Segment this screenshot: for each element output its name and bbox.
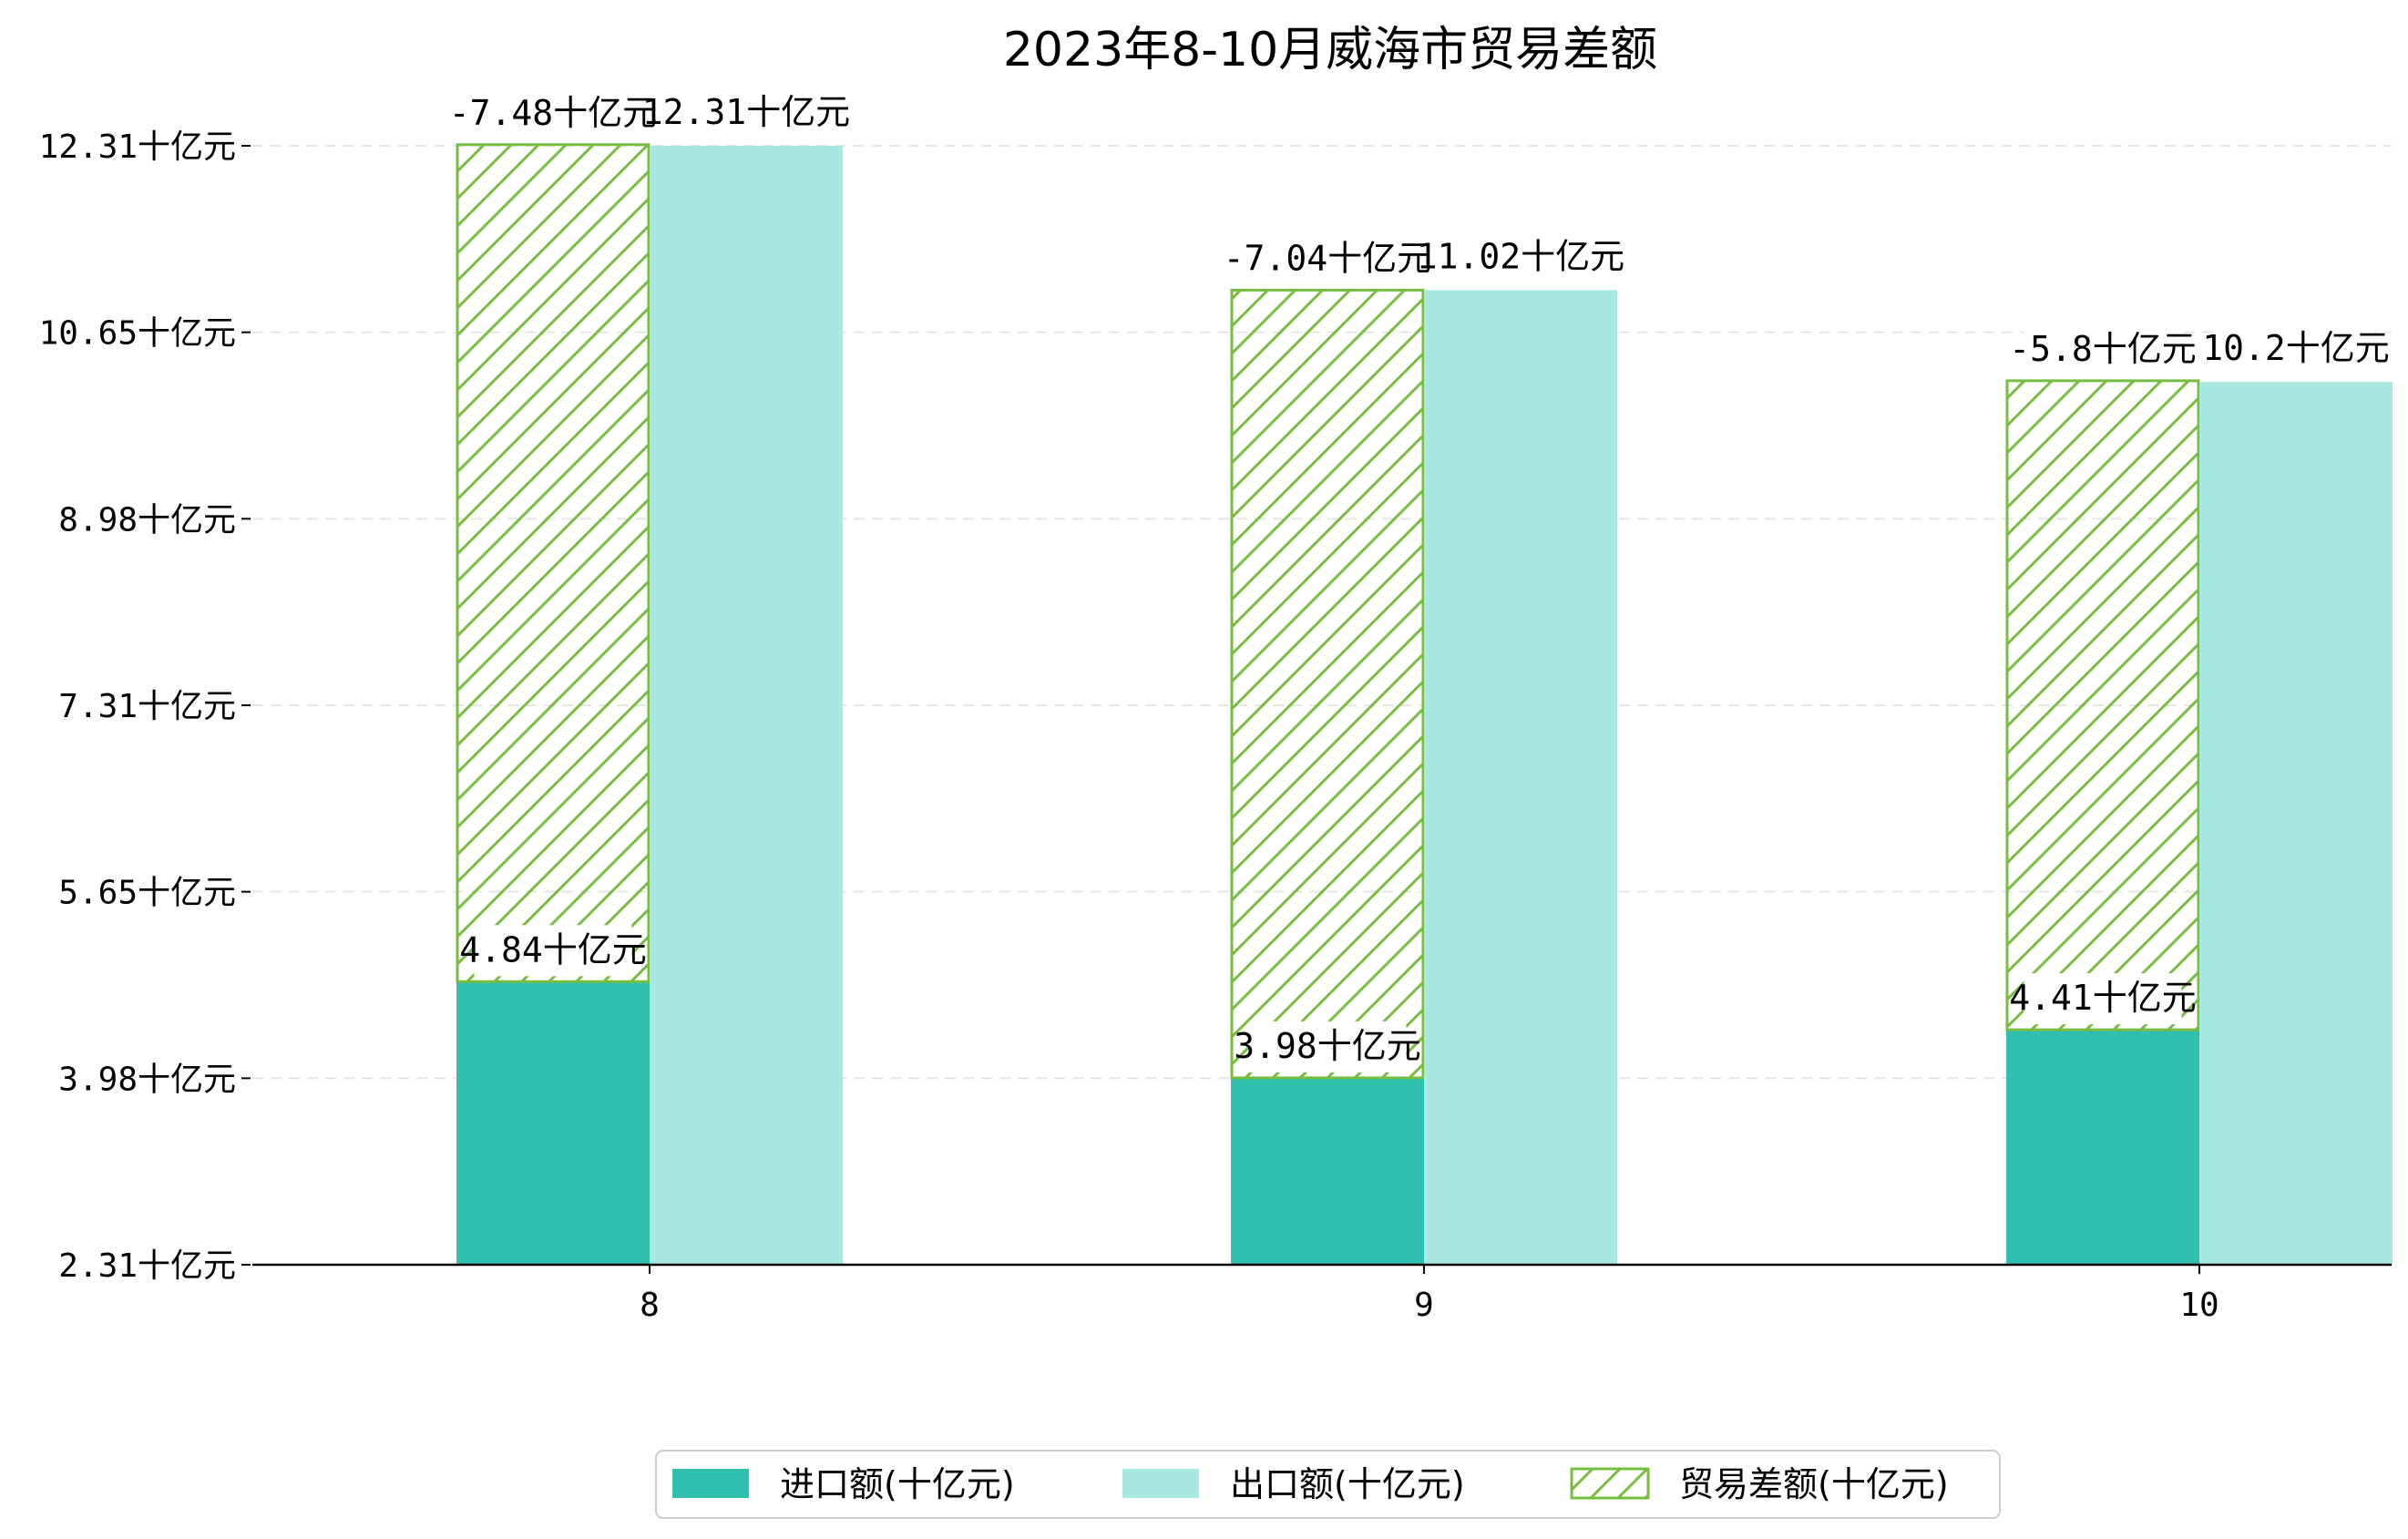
y-tick-label: 2.31十亿元 bbox=[58, 1247, 236, 1285]
y-tick-label: 3.98十亿元 bbox=[58, 1061, 236, 1098]
data-label-trade-balance-bg bbox=[1239, 233, 1416, 285]
y-tick-label: 8.98十亿元 bbox=[58, 501, 236, 539]
y-tick-label: 10.65十亿元 bbox=[39, 315, 236, 353]
data-label-import-bg bbox=[1248, 1021, 1407, 1072]
bar-trade-balance bbox=[2005, 379, 2200, 1031]
data-label-import: 3.98十亿元 bbox=[1234, 1026, 1421, 1066]
legend-swatch bbox=[672, 1469, 749, 1498]
data-label-export: 12.31十亿元 bbox=[642, 92, 850, 132]
data-label-export: 11.02十亿元 bbox=[1417, 236, 1624, 276]
x-tick-label: 8 bbox=[640, 1287, 660, 1324]
bar-trade-balance bbox=[456, 143, 651, 983]
x-tick-label: 9 bbox=[1414, 1287, 1434, 1324]
data-label-import-bg bbox=[474, 925, 632, 977]
legend: 进口额(十亿元) 出口额(十亿元) 贸易差额(十亿元) bbox=[655, 1450, 2001, 1519]
bar-import bbox=[456, 981, 650, 1265]
bar-import bbox=[1231, 1077, 1424, 1265]
data-label-export-bg bbox=[658, 87, 835, 139]
legend-label: 进口额(十亿元) bbox=[780, 1464, 1015, 1504]
y-tick-label: 5.65十亿元 bbox=[58, 875, 236, 912]
data-label-import-bg bbox=[2024, 973, 2182, 1025]
y-tick-label: 7.31十亿元 bbox=[58, 688, 236, 725]
data-label-export: 10.2十亿元 bbox=[2202, 328, 2390, 368]
data-label-trade-balance: -7.48十亿元 bbox=[449, 93, 657, 133]
data-label-import: 4.84十亿元 bbox=[459, 929, 647, 970]
bar-export bbox=[2199, 382, 2393, 1265]
data-label-trade-balance: -7.04十亿元 bbox=[1224, 238, 1431, 278]
legend-box bbox=[655, 1450, 2001, 1519]
axes: 2.31十亿元 3.98十亿元 5.65十亿元 7.31十亿元 8.98十亿元 10.65… bbox=[39, 128, 2392, 1324]
bars bbox=[456, 143, 2393, 1265]
data-label-trade-balance-bg bbox=[465, 87, 641, 139]
data-label-import: 4.41十亿元 bbox=[2009, 978, 2197, 1018]
bar-trade-balance bbox=[1230, 288, 1425, 1080]
bar-export bbox=[650, 146, 843, 1265]
y-tick-label: 12.31十亿元 bbox=[39, 128, 236, 166]
data-label-trade-balance: -5.8十亿元 bbox=[2009, 329, 2197, 369]
bar-import bbox=[2006, 1030, 2199, 1265]
data-label-trade-balance-bg bbox=[2024, 323, 2182, 375]
data-label-export-bg bbox=[2217, 323, 2375, 375]
chart-title: 2023年8-10月威海市贸易差额 bbox=[1003, 23, 1657, 77]
legend-swatch bbox=[1570, 1467, 1650, 1500]
data-label-export-bg bbox=[1432, 231, 1609, 283]
x-tick-label: 10 bbox=[2179, 1287, 2218, 1324]
bar-export bbox=[1424, 290, 1617, 1265]
legend-label: 贸易差额(十亿元) bbox=[1679, 1464, 1949, 1504]
legend-label: 出口额(十亿元) bbox=[1230, 1464, 1465, 1504]
legend-swatch bbox=[1122, 1469, 1199, 1498]
